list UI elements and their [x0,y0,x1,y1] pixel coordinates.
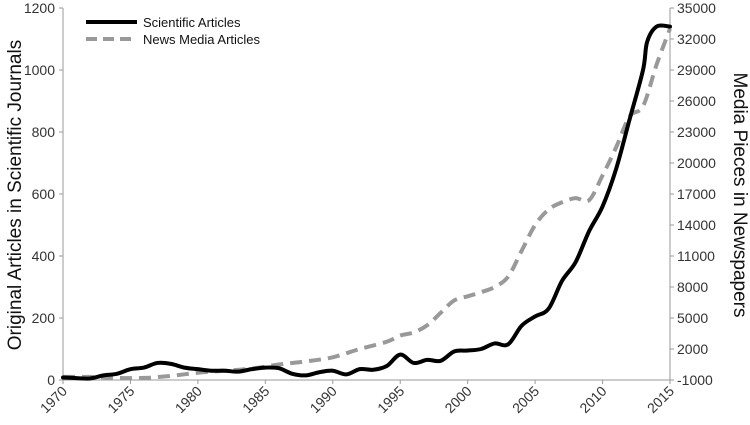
y-tick-label-right: 23000 [677,124,716,140]
y-tick-label-right: 8000 [677,279,708,295]
y-tick-label-right: 17000 [677,186,716,202]
series-line-scientific-articles [61,23,672,381]
y-tick-label-right: -1000 [677,372,713,388]
y-tick-label-right: 11000 [677,248,715,264]
y-axis-title-right: Media Pieces in Newspapers [729,72,750,317]
y-tick-label-left: 1000 [24,62,55,78]
y-tick-label-left: 200 [32,310,56,326]
y-tick-label-right: 2000 [677,341,708,357]
y-tick-label-right: 29000 [677,62,716,78]
y-tick-label-right: 32000 [677,31,716,47]
y-tick-label-right: 26000 [677,93,716,109]
y-tick-label-left: 400 [32,248,56,264]
y-tick-label-right: 35000 [677,0,716,16]
y-axis-title-left: Original Articles in Scientific Journals [5,40,26,350]
y-tick-label-right: 20000 [677,155,716,171]
y-tick-label-right: 14000 [677,217,716,233]
legend-label-news-media-articles: News Media Articles [143,32,261,47]
series-line-news-media-articles [62,27,672,381]
y-tick-label-right: 5000 [677,310,708,326]
y-tick-label-left: 600 [32,186,56,202]
axes [59,7,674,384]
series-lines [61,23,672,381]
y-tick-label-left: 0 [47,372,55,388]
legend-label-scientific-articles: Scientific Articles [143,15,241,30]
y-tick-label-left: 800 [32,124,56,140]
legend: Scientific Articles News Media Articles [86,15,261,47]
y-tick-label-left: 1200 [24,0,55,16]
